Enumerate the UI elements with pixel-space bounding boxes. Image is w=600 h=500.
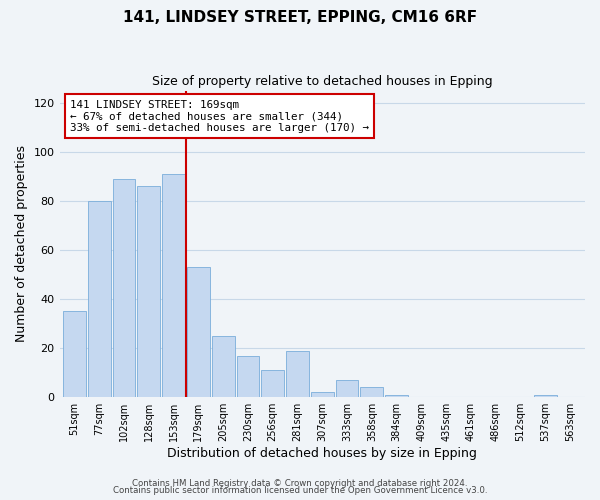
X-axis label: Distribution of detached houses by size in Epping: Distribution of detached houses by size … [167, 447, 477, 460]
Bar [286, 350, 309, 397]
Title: Size of property relative to detached houses in Epping: Size of property relative to detached ho… [152, 75, 493, 88]
Bar [88, 201, 110, 397]
Bar [187, 267, 210, 397]
Text: 141 LINDSEY STREET: 169sqm
← 67% of detached houses are smaller (344)
33% of sem: 141 LINDSEY STREET: 169sqm ← 67% of deta… [70, 100, 369, 133]
Y-axis label: Number of detached properties: Number of detached properties [15, 146, 28, 342]
Bar [236, 356, 259, 397]
Bar [212, 336, 235, 397]
Bar [162, 174, 185, 397]
Text: Contains public sector information licensed under the Open Government Licence v3: Contains public sector information licen… [113, 486, 487, 495]
Bar [361, 388, 383, 397]
Bar [311, 392, 334, 397]
Bar [261, 370, 284, 397]
Bar [63, 312, 86, 397]
Bar [385, 395, 408, 397]
Bar [335, 380, 358, 397]
Bar [534, 395, 557, 397]
Text: 141, LINDSEY STREET, EPPING, CM16 6RF: 141, LINDSEY STREET, EPPING, CM16 6RF [123, 10, 477, 25]
Bar [113, 179, 136, 397]
Text: Contains HM Land Registry data © Crown copyright and database right 2024.: Contains HM Land Registry data © Crown c… [132, 478, 468, 488]
Bar [137, 186, 160, 397]
